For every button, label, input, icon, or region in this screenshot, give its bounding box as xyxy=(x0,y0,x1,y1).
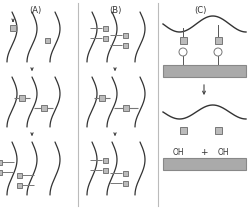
Bar xyxy=(102,25,108,31)
Bar xyxy=(122,42,128,47)
Bar xyxy=(0,159,2,164)
Bar xyxy=(122,33,128,37)
Text: (B): (B) xyxy=(109,6,121,15)
Bar xyxy=(102,158,108,163)
Bar xyxy=(19,95,25,101)
Bar xyxy=(102,36,108,41)
Text: (A): (A) xyxy=(29,6,41,15)
Text: +: + xyxy=(200,148,208,157)
Bar xyxy=(40,105,46,111)
Bar xyxy=(44,37,50,42)
Circle shape xyxy=(179,48,187,56)
Text: OH: OH xyxy=(172,148,184,157)
Text: (C): (C) xyxy=(194,6,206,15)
Bar xyxy=(163,65,246,77)
Bar xyxy=(122,171,128,176)
Bar xyxy=(102,167,108,172)
Bar xyxy=(180,37,186,43)
Bar xyxy=(99,95,105,101)
Bar xyxy=(0,169,2,175)
Bar xyxy=(10,25,16,31)
Bar xyxy=(122,181,128,186)
Circle shape xyxy=(214,48,222,56)
Bar xyxy=(214,126,222,134)
Bar xyxy=(163,158,246,170)
Bar xyxy=(16,182,21,187)
Bar xyxy=(214,37,222,43)
Bar xyxy=(16,172,21,177)
Text: OH: OH xyxy=(217,148,229,157)
Bar xyxy=(123,105,129,111)
Bar xyxy=(180,126,186,134)
